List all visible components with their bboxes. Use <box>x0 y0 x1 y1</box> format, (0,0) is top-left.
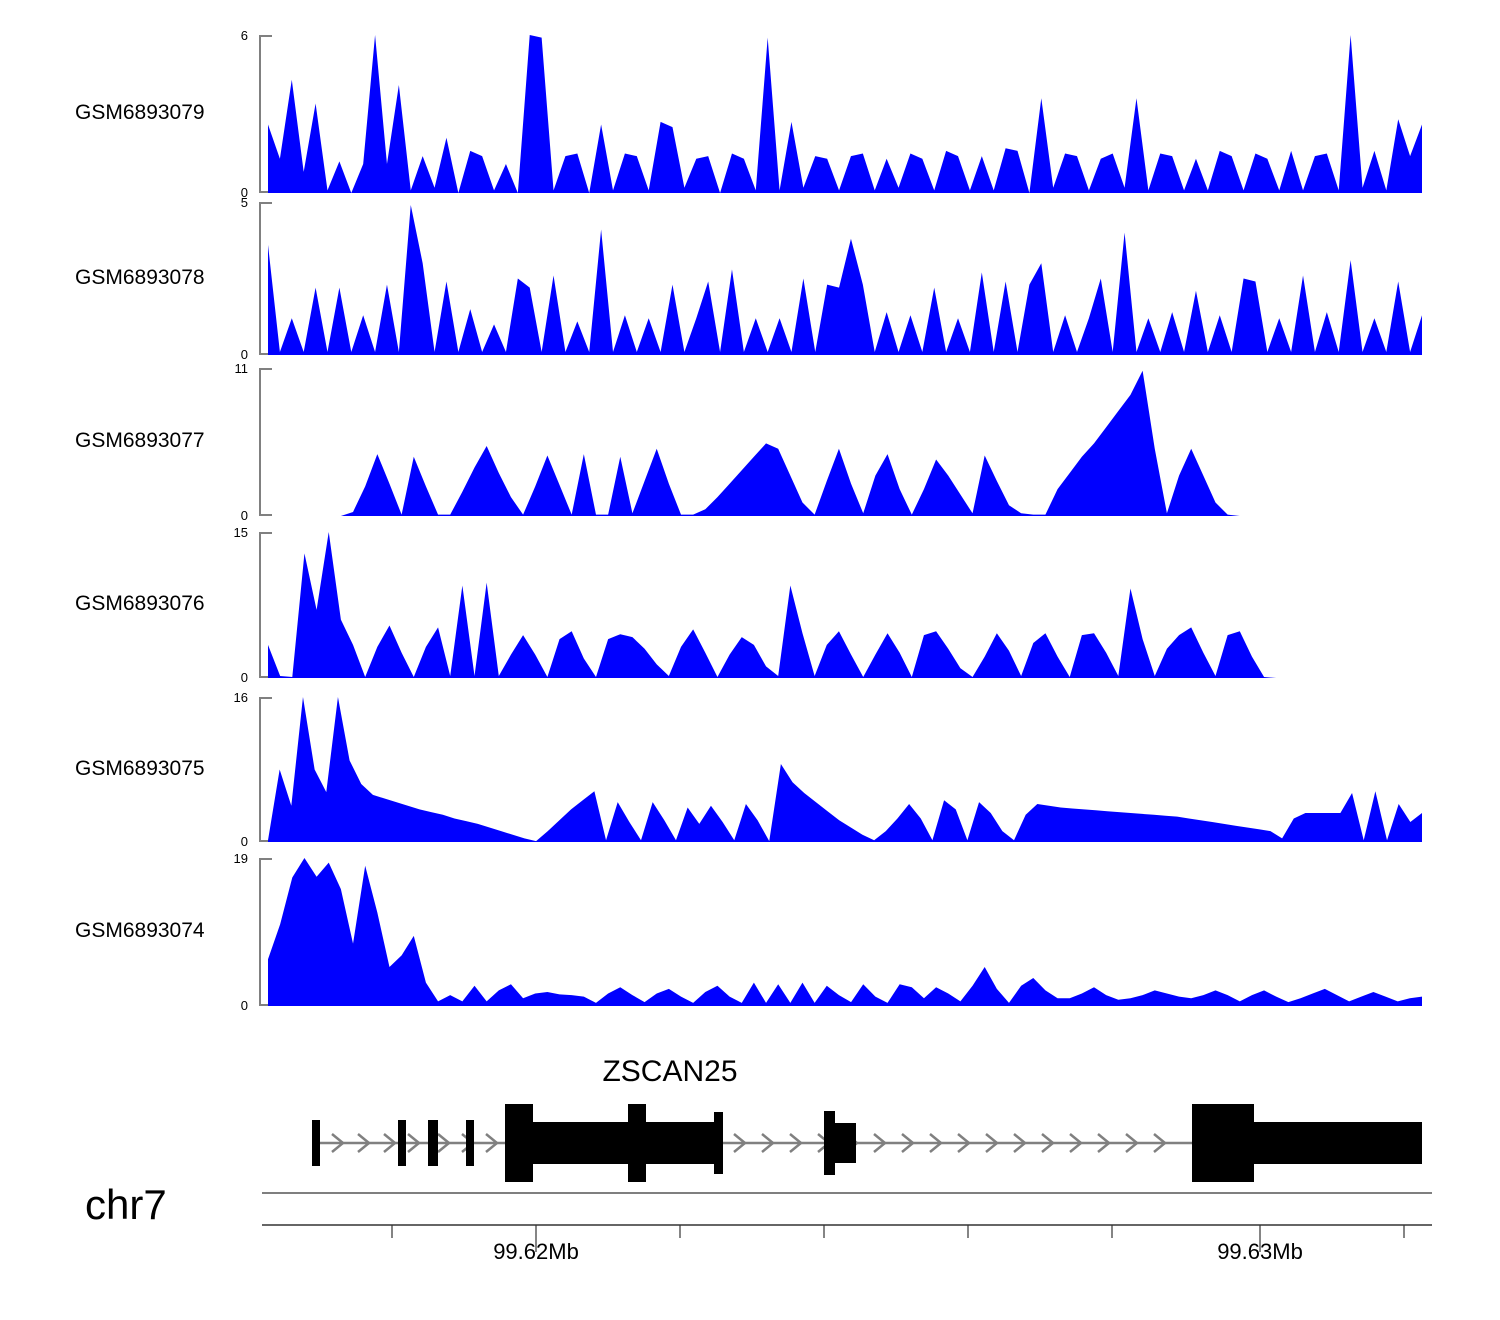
strand-arrow-icon <box>929 1133 943 1153</box>
utr-exon <box>714 1112 723 1174</box>
coverage-fill <box>268 205 1422 355</box>
utr-exon <box>428 1120 438 1166</box>
track-sample-label: GSM6893076 <box>75 592 205 615</box>
strand-arrow-icon <box>407 1133 421 1153</box>
chromosome-label: chr7 <box>85 1181 167 1228</box>
gene-annotation-track[interactable]: ZSCAN25 <box>0 1055 1500 1200</box>
utr-exon <box>824 1111 835 1175</box>
ruler-tick-label: 99.63Mb <box>1217 1239 1303 1264</box>
track-sample-label: GSM6893078 <box>75 265 205 289</box>
track-sample-label: GSM6893077 <box>75 429 205 452</box>
utr-exon <box>398 1120 406 1166</box>
strand-arrow-icon <box>985 1133 999 1153</box>
strand-arrow-icon <box>789 1133 803 1153</box>
utr-exon <box>312 1120 320 1166</box>
coverage-fill <box>268 370 1422 516</box>
strand-arrow-icon <box>437 1133 451 1153</box>
coding-region-bar <box>505 1122 721 1164</box>
axis-max-label: 11 <box>234 361 249 376</box>
axis-min-label: 0 <box>240 834 248 849</box>
gene-name-text: ZSCAN25 <box>602 1055 738 1088</box>
strand-arrow-icon <box>957 1133 971 1153</box>
track-sample-label: GSM6893075 <box>75 756 205 780</box>
gene-name-label: ZSCAN25 <box>0 1055 1500 1089</box>
ruler-tick-label: 99.62Mb <box>493 1239 579 1264</box>
coverage-area-plot <box>268 697 1422 842</box>
coverage-area-plot <box>268 35 1422 193</box>
coverage-area-plot <box>268 532 1422 678</box>
axis-min-label: 0 <box>240 185 248 200</box>
cds-exon <box>628 1104 646 1182</box>
strand-arrow-icon <box>901 1133 915 1153</box>
strand-arrow-icon <box>331 1133 345 1153</box>
coverage-fill <box>268 35 1422 193</box>
cds-exon <box>1192 1104 1254 1182</box>
axis-min-label: 0 <box>240 998 248 1013</box>
strand-arrow-icon <box>1125 1133 1139 1153</box>
coverage-area-plot <box>268 858 1422 1006</box>
coverage-fill <box>268 532 1422 678</box>
strand-arrow-icon <box>1097 1133 1111 1153</box>
ruler-svg[interactable] <box>0 1185 1500 1255</box>
strand-arrow-icon <box>357 1133 371 1153</box>
axis-max-label: 19 <box>233 851 248 866</box>
strand-arrow-icon <box>733 1133 747 1153</box>
axis-min-label: 0 <box>240 347 248 362</box>
utr-exon <box>466 1120 474 1166</box>
track-sample-label: GSM6893079 <box>75 101 205 124</box>
coverage-fill <box>268 858 1422 1006</box>
axis-min-label: 0 <box>240 670 248 685</box>
coverage-fill <box>268 697 1422 842</box>
axis-max-label: 16 <box>233 690 248 705</box>
strand-arrow-icon <box>1041 1133 1055 1153</box>
track-sample-label: GSM6893074 <box>75 919 205 942</box>
strand-arrow-icon <box>383 1133 397 1153</box>
strand-arrow-icon <box>873 1133 887 1153</box>
axis-max-label: 6 <box>240 28 248 43</box>
gene-model-svg <box>312 1104 1422 1182</box>
strand-arrow-icon <box>761 1133 775 1153</box>
cds-exon <box>505 1104 533 1182</box>
strand-arrow-icon <box>485 1133 499 1153</box>
axis-max-label: 15 <box>233 525 248 540</box>
coverage-area-plot <box>268 205 1422 355</box>
strand-arrow-icon <box>1013 1133 1027 1153</box>
coverage-area-plot <box>268 370 1422 516</box>
strand-arrow-icon <box>1153 1133 1167 1153</box>
axis-min-label: 0 <box>240 508 248 523</box>
axis-max-label: 5 <box>240 195 248 210</box>
strand-arrow-icon <box>1069 1133 1083 1153</box>
